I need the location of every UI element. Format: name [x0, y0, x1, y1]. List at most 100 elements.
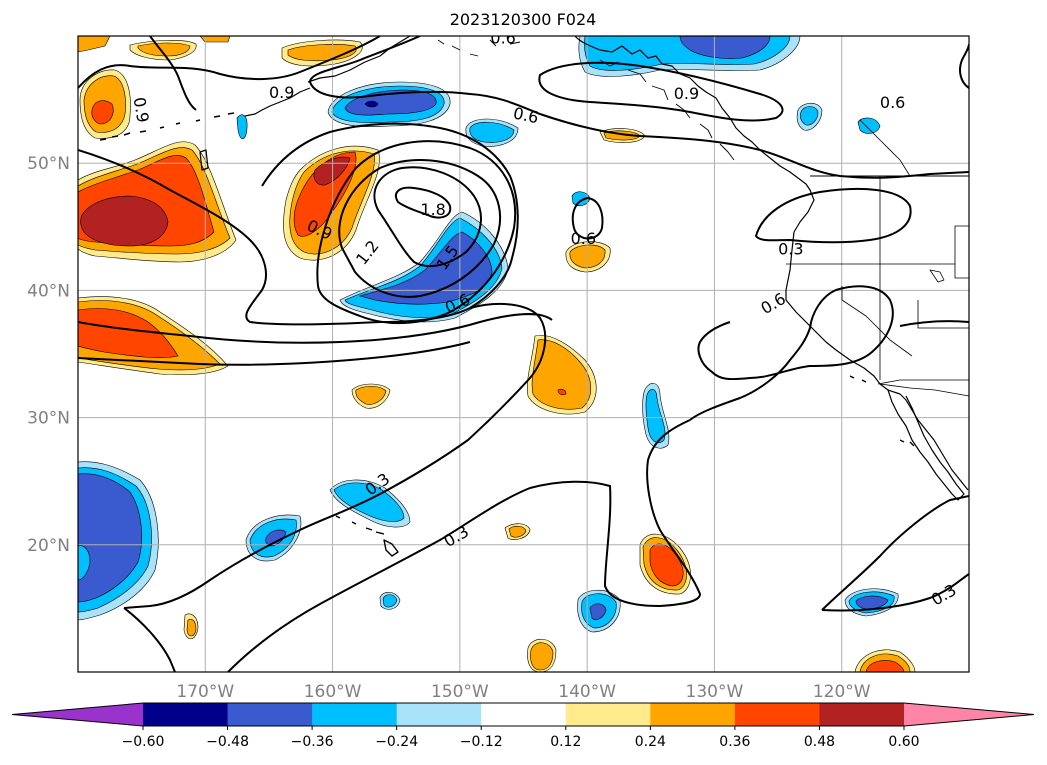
contour-label-text: 0.6: [880, 93, 905, 112]
colorbar-segment: [396, 703, 482, 726]
lat-tick-label: 20°N: [27, 536, 70, 556]
contour-0.3-west-band: [78, 341, 471, 366]
contour-0.3-southeast-b: [821, 573, 969, 612]
warm-anomaly-se-core: [865, 660, 905, 672]
coast-alaska-bc: [574, 36, 815, 233]
contour-1.8: [395, 186, 452, 219]
contour-0.6-east-loop: [689, 285, 894, 421]
contour-label-text: 0.3: [778, 239, 803, 258]
contour-0.3-southwest: [123, 607, 176, 672]
colorbar-segment: [819, 703, 905, 726]
coast-small-islands-ca: [849, 375, 915, 447]
coastlines: [99, 36, 969, 557]
cool-anomaly-spot-a-core: [469, 121, 515, 143]
contour-label: 0.9: [674, 84, 699, 103]
contour-label: 0.3: [778, 239, 803, 258]
coast-us-west: [785, 231, 969, 491]
colorbar-tick-label: 0.48: [804, 734, 835, 750]
colorbar-tick-label: −0.12: [460, 734, 503, 750]
coast-alaska-peninsula: [244, 87, 311, 117]
cool-anomaly-west-22n-inner: [78, 545, 91, 581]
warm-anomaly-spot-d-core: [186, 619, 197, 637]
contour-0.6-east-right: [899, 320, 969, 327]
colorbar-segment: [734, 703, 820, 726]
contour-0.9-west: [78, 36, 381, 89]
contour-label-text: 0.9: [674, 84, 699, 103]
contour-label-text: 0.9: [130, 96, 153, 124]
colorbar-tick-label: 0.12: [550, 734, 581, 750]
warm-anomaly-aleutian-a-core: [137, 42, 191, 57]
lon-tick-label: 160°W: [304, 682, 362, 702]
contour-label: 1.8: [420, 200, 445, 219]
cool-anomaly-spot-c-core: [799, 106, 819, 126]
coast-hawaii: [335, 515, 399, 557]
contour-0.6-north: [308, 36, 969, 179]
coast-baja: [887, 389, 965, 501]
warm-anomaly-north-edge: [199, 36, 231, 43]
contour-0.6-west-band: [78, 313, 553, 344]
map-plot-area: 0.60.90.9 0.60.9 0.60.91.21.81.50.60.60.30…: [78, 36, 969, 672]
colorbar-tick-label: −0.36: [291, 734, 334, 750]
lon-tick-label: 120°W: [813, 682, 871, 702]
contour-label: 0.9: [269, 83, 294, 102]
coast-aleutian-islands: [99, 112, 235, 141]
colorbar-extend-high: [904, 703, 1034, 726]
warm-anomaly-spot-e-core: [530, 642, 554, 671]
colorbar-tick-label: −0.24: [375, 734, 418, 750]
warm-anomaly-spot-a-core: [355, 386, 387, 405]
warm-anomaly-west-core: [80, 195, 169, 247]
lon-tick-label: 170°W: [176, 682, 234, 702]
warm-anomaly-west-south-core: [78, 308, 179, 358]
warm-anomaly-nw-a-max: [91, 100, 114, 125]
colorbar-segment: [312, 703, 398, 726]
contour-label: 0.9: [130, 96, 153, 124]
colorbar-segment: [481, 703, 567, 726]
colorbar-tick-label: −0.48: [206, 734, 249, 750]
cool-anomaly-21n-core: [265, 529, 287, 547]
cool-anomaly-hawaii-core: [333, 482, 405, 522]
contour-0.6-central: [123, 302, 547, 609]
coast-small-island: [199, 149, 209, 171]
colorbar-segment: [650, 703, 736, 726]
contour-label: 0.6: [512, 103, 541, 127]
contour-1.5: [373, 166, 482, 268]
lat-tick-label: 50°N: [27, 154, 70, 174]
border-us-mexico: [879, 383, 969, 397]
contour-0.3-loop: [754, 188, 912, 244]
colorbar-segment: [143, 703, 229, 726]
lon-tick-label: 140°W: [558, 682, 616, 702]
contour-0.9-low: [316, 140, 517, 324]
colorbar: −0.60 −0.48 −0.36 −0.24 −0.12 0.12 0.24 0.36 0.4…: [11, 702, 1035, 750]
contour-label: 0.6: [571, 229, 596, 248]
cool-anomaly-spot-f-core: [382, 594, 398, 608]
cool-anomaly-west-22n-core: [78, 473, 143, 603]
cool-anomaly-16n-core: [855, 595, 889, 610]
contour-label: 0.6: [490, 36, 515, 47]
contour-lines: [78, 36, 969, 672]
cool-anomaly-55n-max: [364, 100, 379, 108]
border-canada-provinces: [859, 119, 969, 279]
cool-anomaly-30n-core: [645, 389, 666, 443]
lon-tick-label: 130°W: [686, 682, 744, 702]
contour-label-text: 0.9: [269, 83, 294, 102]
contour-0.3-southeast: [821, 495, 969, 611]
warm-anomaly-nw-edge: [78, 36, 111, 53]
contour-label-text: 1.8: [420, 200, 445, 219]
contour-0.3-hawaii: [227, 419, 702, 672]
contour-label-text: 0.6: [512, 103, 541, 127]
longitude-labels: 170°W 160°W 150°W 140°W 130°W 120°W: [176, 682, 870, 702]
border-us-states: [786, 176, 969, 385]
lat-tick-label: 30°N: [27, 409, 70, 429]
latitude-labels: 50°N 40°N 30°N 20°N: [27, 154, 70, 556]
coast-lake: [929, 269, 945, 283]
warm-anomaly-32n-max: [557, 388, 567, 396]
cool-anomaly-goa-core: [679, 36, 771, 59]
colorbar-extend-low: [12, 703, 143, 726]
warm-anomaly-spot-c-core: [508, 525, 527, 538]
contour-0.6-loop: [571, 196, 604, 240]
cool-anomaly-spot-d: [857, 117, 881, 134]
contour-1.2: [338, 159, 501, 298]
contour-0.9-west-b: [149, 36, 197, 111]
colorbar-tick-label: 0.60: [888, 734, 919, 750]
colorbar-tick-label: 0.24: [635, 734, 666, 750]
